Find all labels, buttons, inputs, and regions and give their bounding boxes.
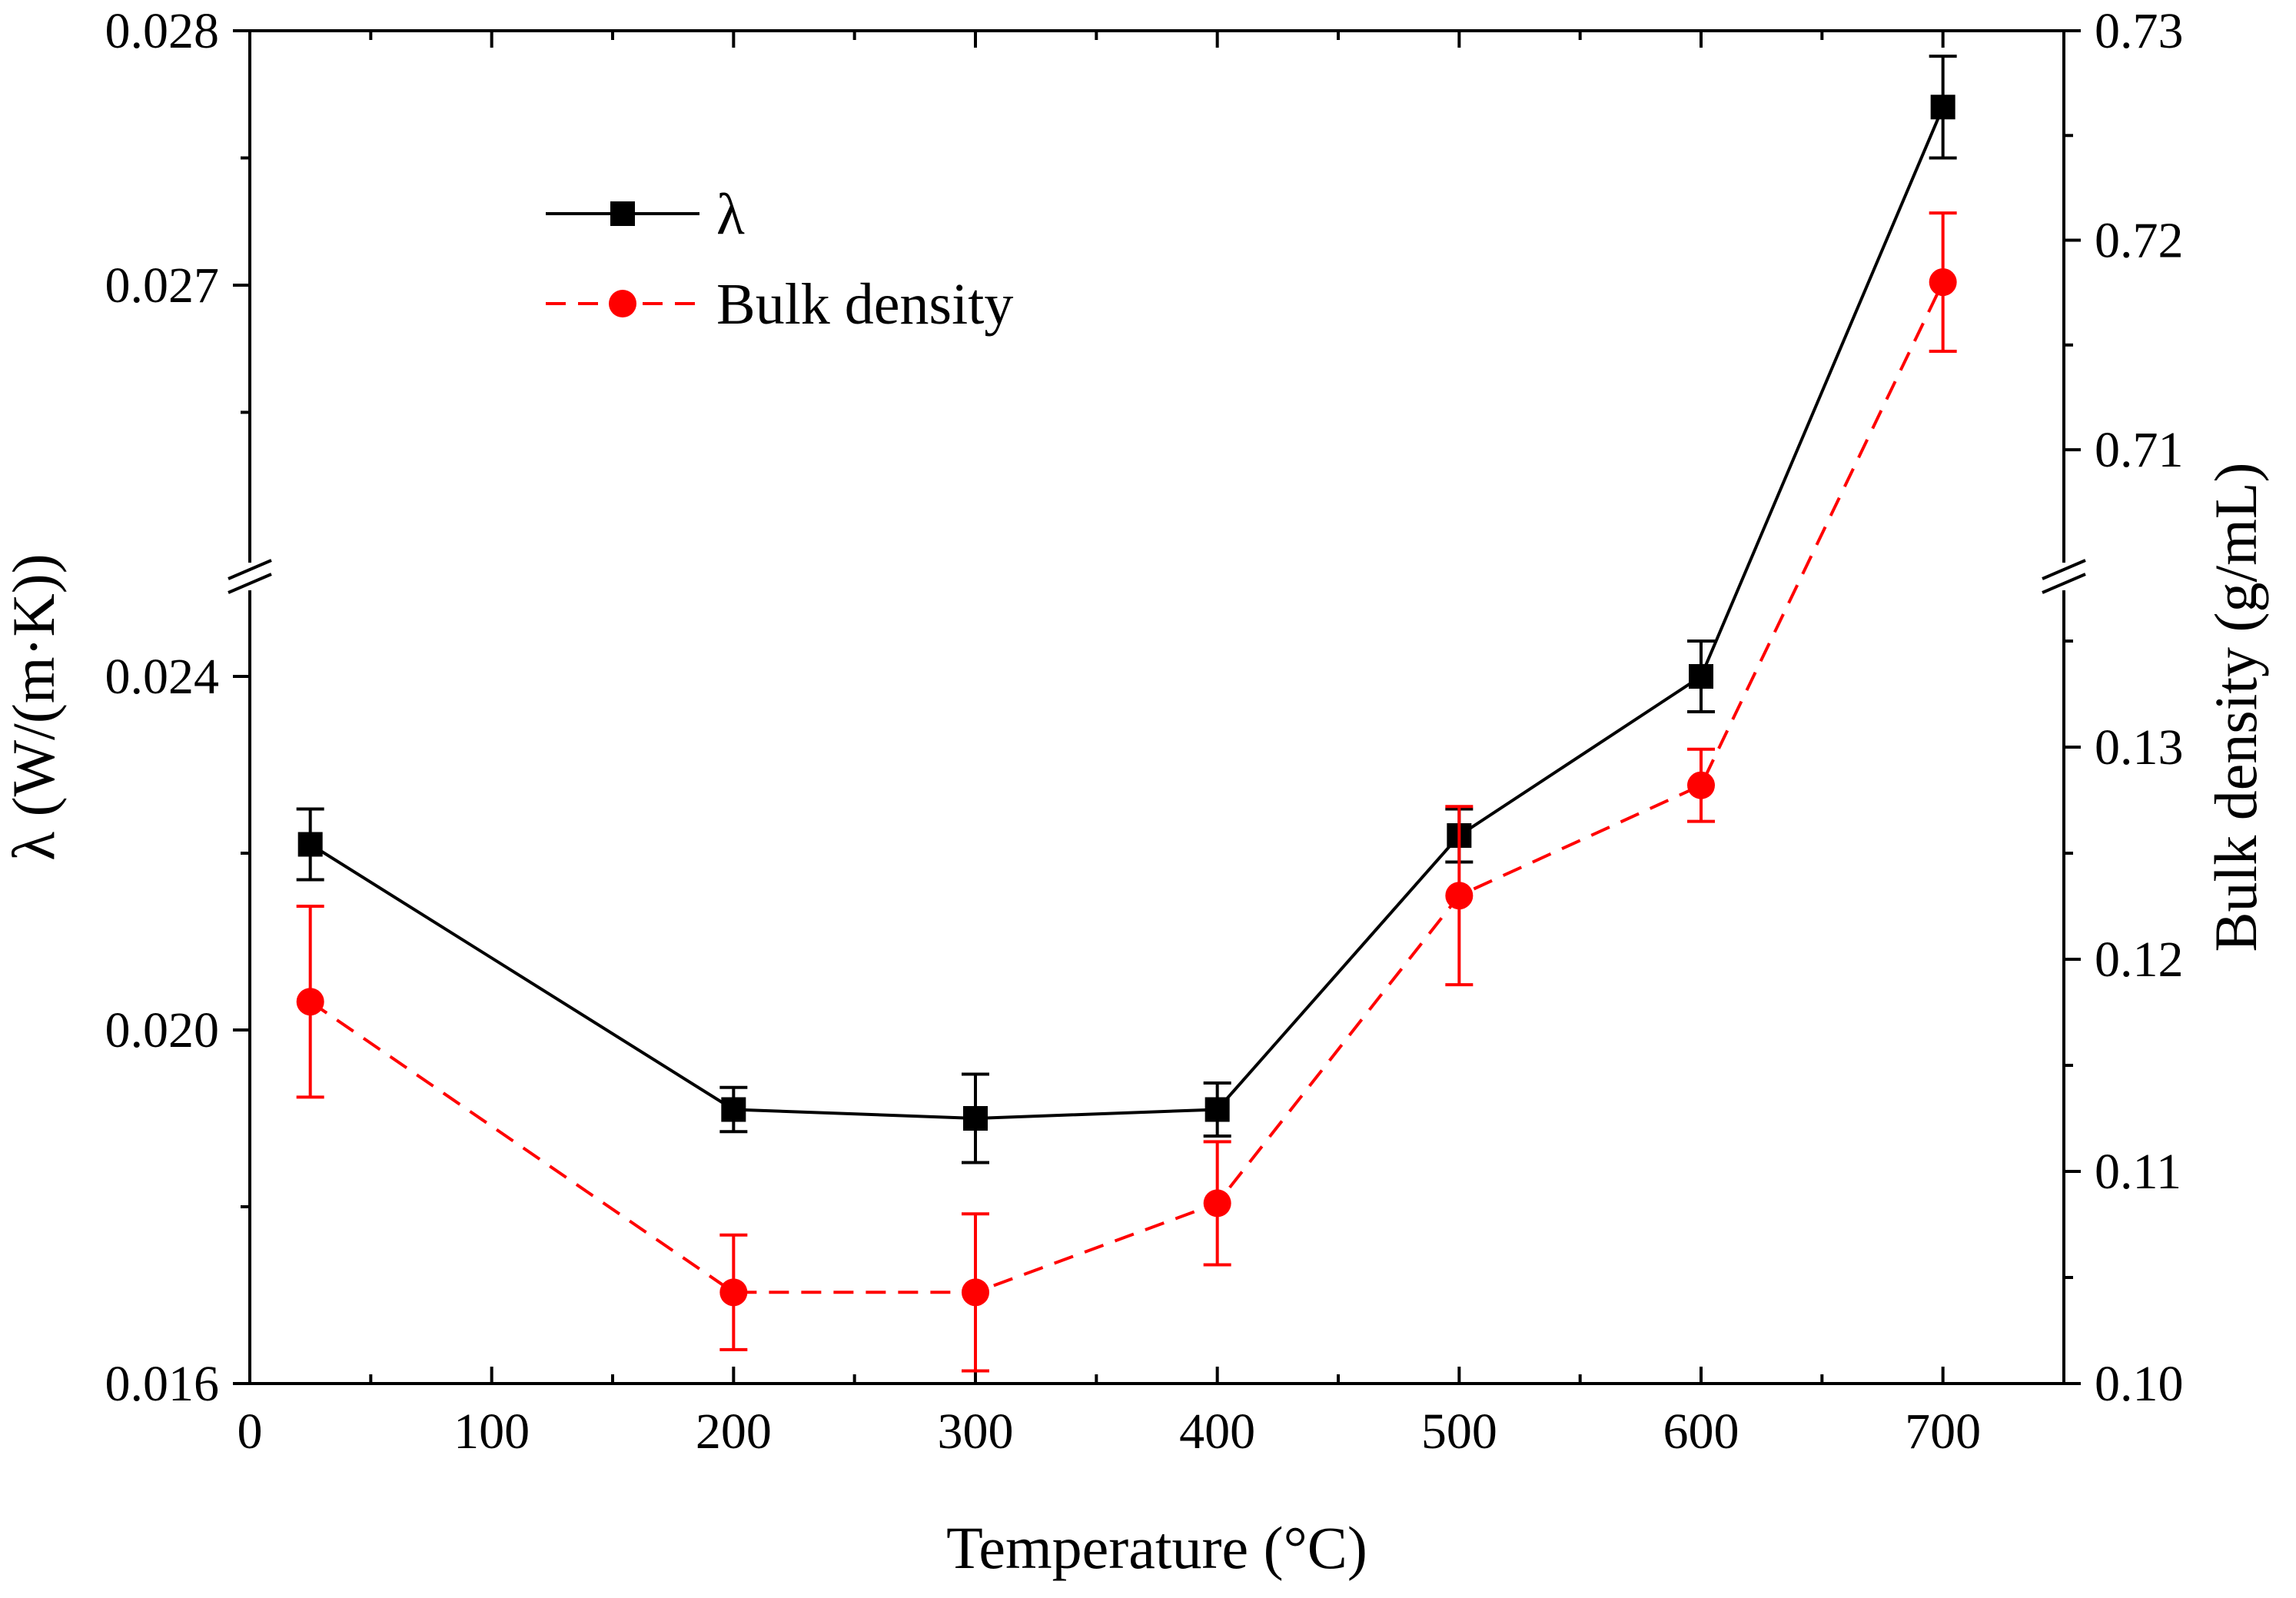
right-axis-break-mark-0 xyxy=(2042,559,2086,580)
x-tick-label-200: 200 xyxy=(696,1404,772,1460)
bulk-density-point-300 xyxy=(962,1278,989,1307)
x-tick-label-700: 700 xyxy=(1905,1404,1981,1460)
legend-entry-lambda: λ xyxy=(546,182,745,247)
y-right-tick-label-0.10: 0.10 xyxy=(2095,1356,2184,1412)
x-tick-label-400: 400 xyxy=(1179,1404,1255,1460)
y-axis-right-title: Bulk density (g/mL) xyxy=(2202,463,2269,952)
legend-lambda-marker xyxy=(610,201,635,226)
bulk-density-point-400 xyxy=(1203,1189,1231,1218)
x-tick-label-0: 0 xyxy=(238,1404,263,1460)
bulk-density-point-700 xyxy=(1929,268,1957,297)
lambda-point-400 xyxy=(1204,1097,1230,1122)
series-layer xyxy=(296,55,1957,1373)
bulk-density-point-200 xyxy=(719,1278,748,1307)
legend-lambda-label: λ xyxy=(716,182,745,247)
lambda-point-700 xyxy=(1930,95,1955,120)
series-lambda xyxy=(296,55,1957,1164)
plot-area xyxy=(228,29,2086,1385)
legend-bulk-density-label: Bulk density xyxy=(716,272,1013,337)
series-bulk-density xyxy=(296,211,1957,1373)
right-axis-break-mark-1 xyxy=(2042,573,2086,594)
y-right-tick-label-0.13: 0.13 xyxy=(2095,719,2184,776)
y-right-tick-label-0.11: 0.11 xyxy=(2095,1144,2181,1200)
y-right-tick-label-0.73: 0.73 xyxy=(2095,3,2184,59)
y-right-tick-label-0.12: 0.12 xyxy=(2095,932,2184,988)
x-tick-label-600: 600 xyxy=(1663,1404,1739,1460)
lambda-point-200 xyxy=(721,1097,746,1122)
y-left-tick-label-0.020: 0.020 xyxy=(105,1002,220,1058)
tick-marks xyxy=(233,29,2081,1385)
y-left-tick-label-0.027: 0.027 xyxy=(105,257,220,314)
y-axis-left-title: λ (W/(m·K)) xyxy=(0,553,67,860)
x-tick-label-500: 500 xyxy=(1421,1404,1497,1460)
tick-labels: 0 100 200 300 400 500 600 700 0.016 0.020 0.024 0.0… xyxy=(105,3,2184,1460)
legend-bulk-density-marker xyxy=(609,290,636,317)
y-left-tick-label-0.016: 0.016 xyxy=(105,1356,220,1412)
x-axis-title: Temperature (°C) xyxy=(946,1514,1367,1581)
y-right-tick-label-0.72: 0.72 xyxy=(2095,213,2184,269)
lambda-point-300 xyxy=(963,1106,988,1131)
y-left-tick-label-0.024: 0.024 xyxy=(105,649,220,705)
bulk-density-point-500 xyxy=(1445,882,1474,910)
x-tick-label-300: 300 xyxy=(938,1404,1014,1460)
x-tick-label-100: 100 xyxy=(454,1404,530,1460)
y-left-tick-label-0.028: 0.028 xyxy=(105,3,220,59)
lambda-line xyxy=(309,106,1945,1121)
lambda-point-600 xyxy=(1689,664,1713,689)
axes-frame xyxy=(228,29,2086,1385)
bulk-density-point-25 xyxy=(296,988,324,1016)
y-right-tick-label-0.71: 0.71 xyxy=(2095,422,2184,478)
legend-entry-bulk-density: Bulk density xyxy=(546,272,1013,337)
bulk-density-point-600 xyxy=(1687,771,1715,799)
legend: λ Bulk density xyxy=(546,182,1013,337)
lambda-point-25 xyxy=(297,832,323,857)
left-axis-break-mark-1 xyxy=(228,573,272,594)
left-axis-break-mark-0 xyxy=(228,559,272,580)
